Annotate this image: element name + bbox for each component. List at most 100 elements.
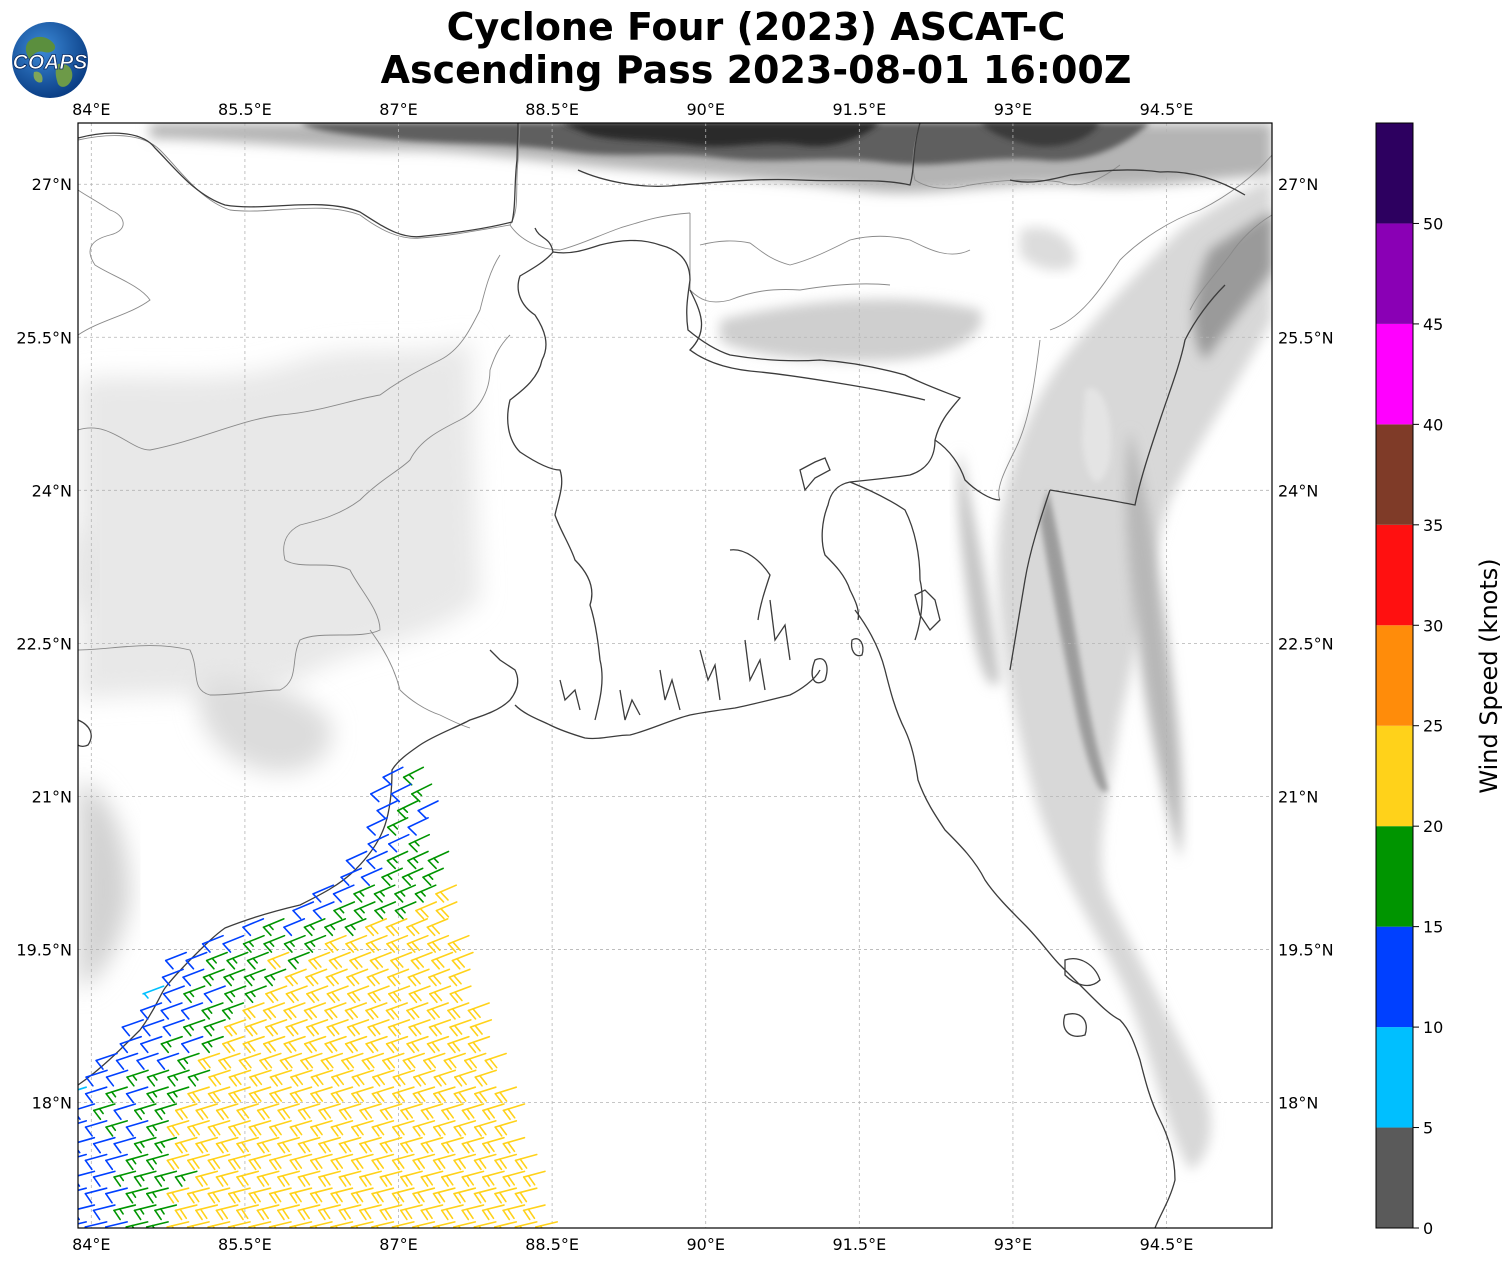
latitude-tick-label: 18°N bbox=[32, 1094, 72, 1113]
wind-barb bbox=[92, 1204, 116, 1221]
wind-barb bbox=[84, 1187, 108, 1204]
colorbar-tick-label: 15 bbox=[1423, 918, 1443, 937]
wind-barb bbox=[420, 1170, 444, 1187]
colorbar-bin bbox=[1376, 1027, 1413, 1128]
wind-barb bbox=[187, 1153, 210, 1171]
wind-barb bbox=[105, 1187, 128, 1204]
wind-barb bbox=[522, 1170, 546, 1187]
wind-barb bbox=[174, 1204, 198, 1221]
wind-barb bbox=[180, 1002, 204, 1020]
wind-barb bbox=[432, 1120, 456, 1137]
wind-barb bbox=[365, 918, 388, 937]
wind-barb bbox=[447, 1035, 470, 1054]
wind-barb bbox=[183, 985, 206, 1004]
wind-barb bbox=[195, 1103, 219, 1121]
wind-barb bbox=[78, 1187, 87, 1192]
wind-barb bbox=[412, 1120, 436, 1137]
wind-barb bbox=[371, 1086, 395, 1104]
wind-barb bbox=[201, 934, 224, 953]
wind-barb bbox=[428, 1019, 452, 1037]
wind-barb bbox=[303, 1035, 327, 1054]
wind-barb bbox=[341, 1052, 364, 1070]
wind-barb bbox=[166, 1187, 190, 1204]
wind-barb bbox=[332, 884, 355, 903]
wind-barb bbox=[312, 884, 335, 903]
latitude-labels-left: 27°N 25.5°N 24°N 22.5°N 21°N 19.5°N 18°N bbox=[16, 175, 72, 1112]
wind-barb bbox=[125, 1120, 149, 1137]
wind-barb bbox=[290, 1069, 313, 1087]
wind-barb bbox=[303, 918, 326, 937]
wind-barb bbox=[268, 1187, 292, 1204]
wind-barb bbox=[228, 1069, 252, 1087]
wind-barb bbox=[440, 1170, 464, 1187]
wind-barb bbox=[146, 1153, 169, 1171]
wind-barb bbox=[365, 1035, 388, 1054]
wind-barb bbox=[174, 1170, 198, 1187]
wind-barb bbox=[461, 1204, 485, 1221]
colorbar-tick-label: 45 bbox=[1423, 315, 1443, 334]
wind-barb bbox=[121, 1019, 144, 1037]
wind-barb bbox=[410, 783, 433, 803]
longitude-tick-label: 88.5°E bbox=[525, 100, 579, 119]
wind-barb bbox=[410, 951, 433, 970]
wind-barb bbox=[156, 1052, 180, 1070]
colorbar-frame bbox=[1375, 122, 1414, 1229]
wind-barb bbox=[324, 1035, 347, 1054]
wind-barb bbox=[262, 1035, 286, 1054]
wind-barb bbox=[248, 1153, 272, 1171]
wind-barb bbox=[494, 1086, 518, 1104]
wind-barb bbox=[325, 968, 348, 987]
wind-barb bbox=[391, 1187, 415, 1204]
wind-barb bbox=[289, 1187, 313, 1204]
wind-barb bbox=[514, 1187, 538, 1204]
wind-barb bbox=[406, 918, 428, 937]
wind-barb bbox=[133, 1103, 157, 1121]
wind-barb bbox=[248, 1120, 272, 1137]
wind-barb bbox=[166, 1086, 190, 1104]
wind-barb bbox=[451, 951, 474, 970]
wind-barb bbox=[420, 1136, 444, 1154]
wind-barb bbox=[474, 1086, 497, 1104]
wind-barb bbox=[473, 1187, 497, 1204]
wind-barb bbox=[370, 783, 392, 803]
wind-barb bbox=[350, 1187, 374, 1204]
wind-barb bbox=[154, 1204, 178, 1221]
country-borders bbox=[78, 123, 1272, 729]
wind-barb bbox=[285, 1019, 308, 1037]
wind-barb bbox=[447, 934, 470, 953]
wind-barb bbox=[435, 901, 458, 920]
wind-barb bbox=[344, 918, 367, 937]
wind-barb bbox=[195, 1204, 219, 1221]
wind-barb bbox=[78, 1086, 87, 1091]
wind-barb bbox=[84, 1153, 108, 1171]
wind-barb bbox=[388, 985, 411, 1004]
wind-barb bbox=[289, 1153, 313, 1171]
colorbar-tick-label: 50 bbox=[1423, 214, 1443, 233]
wind-barb bbox=[197, 1052, 221, 1070]
longitude-tick-label: 93°E bbox=[994, 100, 1032, 119]
colorbar-bin bbox=[1376, 323, 1413, 425]
wind-barb bbox=[345, 850, 368, 870]
wind-barb bbox=[166, 1120, 190, 1137]
wind-barb bbox=[263, 934, 286, 953]
wind-barb bbox=[379, 1136, 403, 1154]
wind-barb bbox=[408, 1019, 431, 1037]
terrain-relief bbox=[78, 123, 1272, 1170]
wind-barb bbox=[215, 1204, 239, 1221]
wind-barb bbox=[351, 1069, 375, 1087]
wind-barb bbox=[361, 1052, 385, 1070]
wind-barb bbox=[283, 1002, 306, 1020]
wind-barb bbox=[228, 1153, 251, 1171]
wind-barb bbox=[372, 1069, 395, 1087]
wind-barb bbox=[326, 1019, 349, 1037]
wind-barb bbox=[161, 968, 184, 987]
wind-barb bbox=[376, 800, 398, 820]
coaps-logo: COAPS bbox=[12, 22, 88, 98]
colorbar bbox=[1375, 122, 1414, 1229]
wind-barb bbox=[268, 1153, 292, 1171]
wind-barb bbox=[406, 934, 429, 953]
wind-barb bbox=[187, 1069, 211, 1087]
wind-barb bbox=[382, 1052, 405, 1070]
wind-barb bbox=[514, 1153, 538, 1171]
wind-barb bbox=[264, 1019, 288, 1037]
